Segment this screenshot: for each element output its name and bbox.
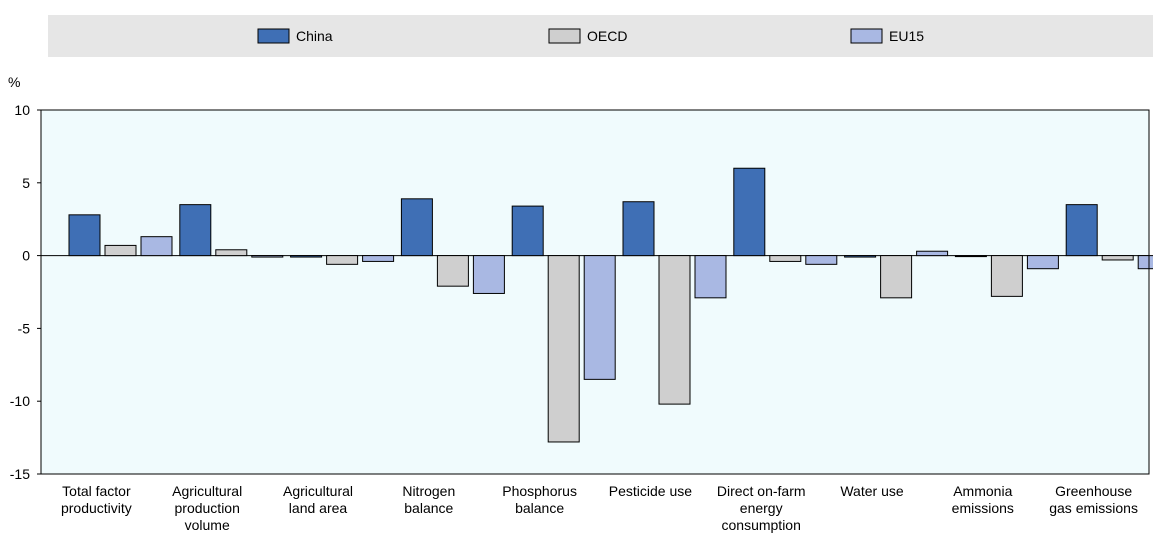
bar-china (179, 204, 212, 257)
bar-eu15 (251, 255, 284, 258)
bar-eu15 (583, 255, 616, 380)
x-tick-label: volume (185, 517, 230, 533)
legend-label-eu15: EU15 (889, 28, 924, 44)
x-tick-label: balance (404, 500, 453, 516)
x-tick-label: Agricultural (172, 483, 242, 499)
x-tick-label: production (175, 500, 240, 516)
x-tick-label: consumption (722, 517, 801, 533)
legend: China OECD EU15 (257, 28, 924, 44)
bar-china (954, 255, 987, 258)
y-tick-label: 5 (22, 175, 30, 191)
legend-background (48, 15, 1153, 57)
bar-oecd (104, 244, 137, 257)
bar-china (68, 214, 101, 257)
bar-eu15 (140, 236, 173, 257)
x-tick-label: balance (515, 500, 564, 516)
bar-oecd (880, 255, 913, 299)
bar-china (290, 255, 323, 258)
bar-oecd (769, 255, 802, 262)
bar-eu15 (1137, 255, 1153, 270)
bar-oecd (326, 255, 359, 265)
y-tick-label: 0 (22, 248, 30, 264)
bar-china (733, 167, 766, 257)
legend-swatch-eu15 (850, 28, 883, 44)
x-tick-label: productivity (61, 500, 132, 516)
x-tick-label: Phosphorus (502, 483, 577, 499)
y-tick-label: -15 (10, 466, 30, 482)
bar-oecd (1101, 255, 1134, 261)
x-tick-label: Ammonia (953, 483, 1012, 499)
bar-eu15 (1026, 255, 1059, 270)
bar-eu15 (916, 250, 949, 257)
y-tick-label: 10 (14, 102, 30, 118)
y-tick-label: -10 (10, 393, 30, 409)
x-tick-label: Direct on-farm (717, 483, 806, 499)
y-axis-unit: % (8, 74, 20, 90)
x-tick-label: Nitrogen (402, 483, 455, 499)
bar-china (622, 201, 655, 257)
bar-eu15 (805, 255, 838, 265)
x-tick-label: Water use (840, 483, 903, 499)
x-tick-label: Total factor (62, 483, 131, 499)
y-axis: 10 5 0 -5 -10 -15 (10, 102, 41, 482)
x-tick-label: Greenhouse (1055, 483, 1132, 499)
x-tick-label: emissions (952, 500, 1014, 516)
x-tick-label: energy (740, 500, 783, 516)
x-tick-label: Agricultural (283, 483, 353, 499)
bar-oecd (215, 249, 248, 257)
x-tick-label: land area (289, 500, 348, 516)
x-tick-label: gas emissions (1049, 500, 1138, 516)
legend-swatch-oecd (548, 28, 581, 44)
bar-china (511, 205, 544, 257)
x-axis: Total factorproductivityAgriculturalprod… (61, 483, 1138, 533)
bar-oecd (547, 255, 580, 443)
bar-oecd (436, 255, 469, 287)
bar-china (844, 255, 877, 258)
bar-oecd (658, 255, 691, 405)
bar-eu15 (694, 255, 727, 299)
bar-eu15 (472, 255, 505, 294)
bar-china (1065, 204, 1098, 257)
y-tick-label: -5 (18, 320, 31, 336)
bar-china (400, 198, 433, 257)
plot-frame (40, 109, 1150, 475)
legend-label-oecd: OECD (587, 28, 627, 44)
bar-oecd (990, 255, 1023, 297)
legend-label-china: China (296, 28, 333, 44)
legend-swatch-china (257, 28, 290, 44)
bar-eu15 (362, 255, 395, 262)
x-tick-label: Pesticide use (609, 483, 692, 499)
